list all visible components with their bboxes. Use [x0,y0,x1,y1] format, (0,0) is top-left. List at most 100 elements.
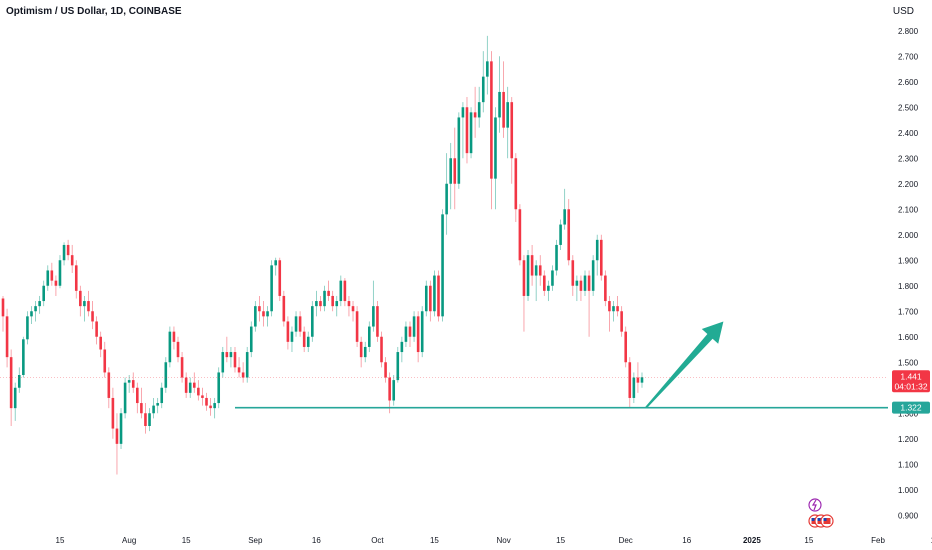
candle-body [87,301,90,311]
candle-body [584,276,587,291]
candle-body [144,413,147,426]
price-tick-label: 2.600 [898,78,919,87]
candle-body [474,112,477,117]
candle-body [246,352,249,378]
candle-body [527,255,530,296]
candle-body [466,107,469,153]
candle-body [226,352,229,357]
candle-body [470,112,473,153]
candle-body [160,388,163,403]
candle-body [108,372,111,398]
candle-body [523,260,526,296]
price-tick-label: 2.200 [898,180,919,189]
candle-body [278,260,281,296]
candle-body [429,286,432,312]
candle-body [563,209,566,224]
time-tick-label: 15 [804,536,813,545]
candle-body [592,260,595,291]
candle-body [567,209,570,260]
candle-body [193,383,196,388]
candle-body [572,260,575,286]
candle-body [140,403,143,413]
candle-body [59,260,62,286]
candle-body [51,270,54,280]
candle-body [478,102,481,117]
last-price-value: 1.441 [900,371,922,381]
candle-body [295,316,298,331]
candle-body [266,311,269,316]
time-axis[interactable]: 15 Aug 15 Sep 16 Oct 15 Nov 15 Dec 16 2025 15 Feb 15 [56,536,932,545]
candle-body [437,276,440,317]
time-tick-label: 2025 [743,536,761,545]
candle-body [30,311,33,316]
candle-body [148,413,151,426]
candle-body [303,332,306,347]
candle-body [10,357,13,408]
candle-body [409,327,412,337]
candle-body [462,107,465,117]
candle-body [238,367,241,372]
candle-body [396,352,399,380]
flag-canton [824,518,827,521]
candle-body [287,321,290,341]
candle-body [283,296,286,322]
candle-body [445,184,448,215]
candle-body [637,378,640,383]
candle-body [22,339,25,375]
candle-body [498,92,501,118]
candle-body [112,398,115,429]
price-tick-label: 1.100 [898,460,919,469]
candle-body [515,158,518,209]
time-tick-label: 15 [430,536,439,545]
candle-body [26,316,29,339]
candle-body [99,337,102,350]
price-tick-label: 1.200 [898,435,919,444]
candle-body [604,276,607,302]
price-axis[interactable]: 2.800 2.700 2.600 2.500 2.400 2.300 2.200 2.100… [892,27,930,521]
candle-body [384,362,387,377]
candle-body [55,281,58,286]
flag-canton [818,518,821,521]
candle-body [75,265,78,291]
price-tick-label: 1.000 [898,486,919,495]
candle-body [421,311,424,352]
candle-body [6,316,9,357]
candle-body [230,352,233,357]
candle-body [185,378,188,393]
candle-body [311,306,314,337]
candle-body [177,342,180,357]
candle-body [291,332,294,342]
candle-body [103,350,106,373]
candle-body [401,342,404,352]
candle-body [449,158,452,184]
candle-body [641,377,644,382]
candle-body [42,286,45,301]
price-tick-label: 1.900 [898,256,919,265]
candle-body [482,77,485,103]
candle-body [376,306,379,337]
candle-body [63,245,66,260]
candle-body [165,362,168,388]
candle-body [270,265,273,311]
price-tick-label: 2.100 [898,205,919,214]
price-tick-label: 1.700 [898,307,919,316]
price-tick-label: 1.600 [898,333,919,342]
candle-body [132,380,135,388]
candle-body [539,265,542,275]
time-tick-label: 15 [182,536,191,545]
candle-body [331,296,334,306]
candle-body [201,395,204,398]
candle-body [616,306,619,311]
candle-body [262,311,265,316]
candle-body [368,327,371,347]
candle-body [274,260,277,265]
candle-body [506,102,509,128]
candle-body [405,327,408,342]
price-tick-label: 2.300 [898,154,919,163]
candle-body [323,291,326,306]
time-tick-label: Dec [619,536,633,545]
candle-body [34,306,37,311]
event-icons[interactable] [809,499,833,527]
candle-body [156,403,159,406]
